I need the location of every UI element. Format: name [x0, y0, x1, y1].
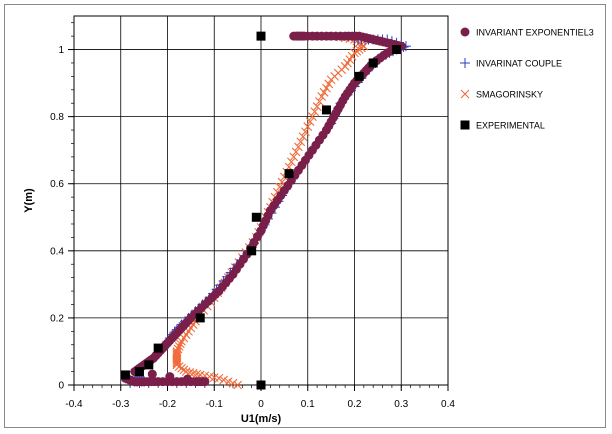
legend-marker [460, 58, 470, 68]
x-tick-label: 0.2 [348, 399, 362, 410]
data-point [223, 377, 233, 387]
data-point [284, 169, 294, 179]
data-marks [120, 31, 411, 390]
series-invariant-exponentiel3 [120, 31, 406, 387]
data-point [256, 380, 266, 390]
legend-label: INVARIANT EXPONENTIEL3 [476, 28, 594, 38]
x-tick-label: -0.3 [112, 399, 130, 410]
x-tick-label: 0 [258, 399, 264, 410]
y-tick-label: 0.4 [50, 246, 64, 257]
grid [73, 16, 449, 386]
chart-frame: -0.4 -0.3 -0.2 -0.1 0 0.1 0.2 0.3 0.4 0 0.2 0.4 0.6 0… [4, 4, 606, 428]
legend-item: EXPERIMENTAL [460, 120, 545, 131]
data-point [153, 343, 163, 353]
x-tick-label: -0.1 [206, 399, 224, 410]
data-point [319, 87, 329, 97]
data-point [247, 246, 257, 256]
data-point [322, 83, 331, 93]
data-point [298, 132, 308, 142]
data-point [192, 369, 202, 379]
data-point [289, 152, 299, 162]
legend-marker [460, 27, 470, 37]
data-point [301, 127, 310, 137]
data-point [368, 58, 378, 68]
data-point [392, 45, 402, 55]
y-tick-label: 0 [58, 381, 64, 392]
data-point [195, 313, 205, 323]
data-point [173, 344, 183, 354]
data-point [308, 112, 317, 122]
legend-marker [460, 120, 470, 130]
y-tick-label: 1 [58, 45, 64, 56]
y-tick-label: 0.6 [50, 179, 64, 190]
data-point [310, 107, 320, 116]
series-experimental [120, 31, 402, 390]
y-tick-label: 0.2 [50, 313, 64, 324]
legend-item: SMAGORINSKY [460, 89, 543, 100]
data-point [312, 102, 322, 111]
data-point [228, 378, 238, 388]
x-tick-label: -0.4 [65, 399, 83, 410]
data-point [317, 92, 327, 101]
data-point [256, 31, 266, 41]
x-axis-label: U1(m/s) [241, 413, 282, 425]
data-point [286, 157, 296, 167]
data-point [291, 147, 301, 157]
legend-label: INVARINAT COUPLE [476, 59, 562, 69]
data-point [147, 369, 157, 379]
data-point [251, 212, 261, 222]
legend-label: SMAGORINSKY [476, 90, 543, 100]
data-point [305, 117, 315, 127]
chart: -0.4 -0.3 -0.2 -0.1 0 0.1 0.2 0.3 0.4 0 0.2 0.4 0.6 0… [23, 15, 594, 425]
legend-marker [460, 89, 470, 99]
data-point [134, 367, 144, 377]
data-point [175, 339, 185, 349]
data-point [354, 71, 364, 81]
legend-item: INVARIANT EXPONENTIEL3 [460, 27, 594, 38]
data-point [315, 97, 324, 106]
data-point [298, 31, 308, 41]
y-axis-label: Y(m) [23, 188, 35, 213]
x-tick-label: 0.3 [394, 399, 408, 410]
x-tick-label: 0.1 [301, 399, 315, 410]
data-point [303, 122, 313, 132]
data-point [294, 142, 303, 152]
data-point [188, 368, 198, 378]
data-point [172, 347, 182, 356]
data-point [233, 380, 243, 390]
data-point [174, 342, 184, 351]
y-tick-label: 0.8 [50, 112, 64, 123]
data-point [200, 377, 210, 387]
legend-item: INVARINAT COUPLE [460, 58, 562, 69]
data-point [321, 105, 331, 115]
x-tick-label: -0.2 [159, 399, 177, 410]
data-point [182, 374, 192, 384]
data-point [144, 360, 154, 370]
data-point [120, 370, 130, 380]
data-point [165, 372, 175, 382]
data-point [324, 79, 334, 89]
legend: INVARIANT EXPONENTIEL3 INVARINAT COUPLE SM… [460, 27, 594, 131]
legend-label: EXPERIMENTAL [476, 121, 545, 131]
data-point [219, 375, 228, 385]
x-tick-label: 0.4 [441, 399, 455, 410]
data-point [296, 137, 306, 147]
